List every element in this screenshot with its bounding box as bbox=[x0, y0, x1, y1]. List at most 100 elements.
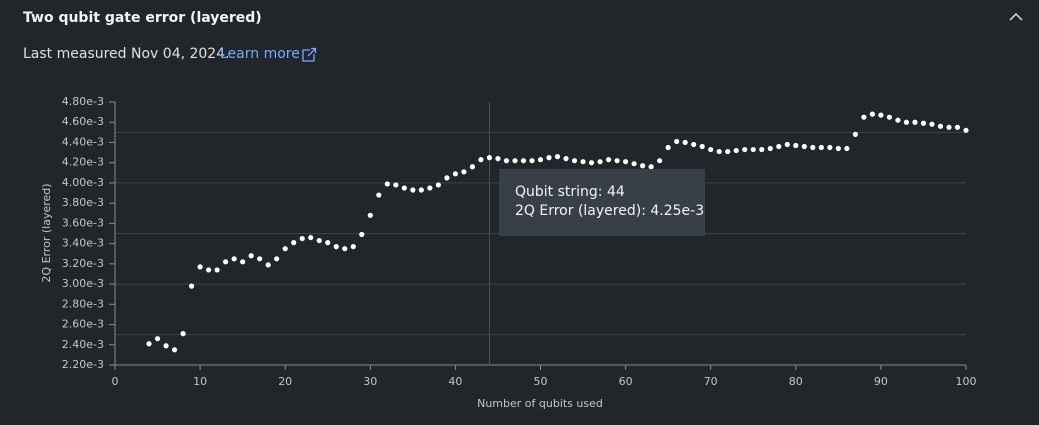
y-tick-label: 4.40e-3 bbox=[62, 135, 104, 148]
data-point bbox=[588, 160, 595, 166]
y-tick-label: 3.20e-3 bbox=[62, 257, 104, 270]
tooltip-line: 2Q Error (layered): 4.25e-3 bbox=[515, 203, 704, 219]
data-point bbox=[708, 146, 714, 153]
data-point bbox=[308, 234, 314, 241]
tooltip-line: Qubit string: 44 bbox=[515, 184, 625, 200]
y-tick-label: 3.80e-3 bbox=[62, 196, 104, 209]
data-point bbox=[648, 164, 654, 170]
x-tick-label: 0 bbox=[112, 375, 119, 388]
data-point bbox=[699, 143, 705, 150]
data-point bbox=[691, 141, 697, 148]
data-point bbox=[257, 256, 263, 262]
data-point bbox=[350, 244, 356, 250]
data-point bbox=[878, 112, 884, 118]
data-point bbox=[325, 240, 331, 246]
data-point bbox=[478, 157, 484, 163]
data-point bbox=[206, 267, 212, 273]
x-tick-label: 20 bbox=[278, 375, 292, 388]
data-point bbox=[546, 155, 552, 161]
data-point bbox=[682, 139, 688, 146]
data-point bbox=[963, 127, 969, 133]
data-point bbox=[342, 246, 348, 252]
tooltip bbox=[499, 169, 705, 236]
data-point bbox=[852, 131, 858, 137]
data-point bbox=[801, 143, 807, 150]
data-point bbox=[384, 181, 390, 187]
y-axis-title: 2Q Error (layered) bbox=[40, 183, 53, 282]
data-point bbox=[614, 158, 620, 164]
data-point bbox=[554, 154, 561, 160]
data-point bbox=[274, 256, 280, 262]
data-point bbox=[657, 158, 663, 164]
y-tick-label: 2.20e-3 bbox=[62, 358, 104, 371]
data-point bbox=[869, 111, 875, 117]
data-point bbox=[359, 231, 365, 238]
data-point bbox=[631, 161, 637, 167]
y-tick-label: 3.40e-3 bbox=[62, 237, 104, 250]
learn-more-link[interactable]: Learn more bbox=[220, 46, 300, 62]
x-tick-label: 70 bbox=[704, 375, 718, 388]
x-tick-label: 30 bbox=[363, 375, 377, 388]
data-point bbox=[605, 157, 612, 163]
x-tick-label: 90 bbox=[874, 375, 888, 388]
y-tick-label: 4.80e-3 bbox=[62, 95, 104, 108]
data-point bbox=[282, 246, 288, 252]
data-point bbox=[444, 175, 450, 181]
data-point bbox=[571, 158, 578, 164]
x-tick-label: 80 bbox=[789, 375, 803, 388]
data-point bbox=[920, 120, 927, 126]
data-point bbox=[469, 164, 476, 170]
data-point bbox=[784, 141, 790, 148]
y-tick-label: 2.80e-3 bbox=[62, 297, 104, 310]
data-point bbox=[503, 158, 510, 164]
data-point bbox=[733, 147, 739, 154]
data-point bbox=[486, 155, 493, 161]
data-point bbox=[725, 148, 731, 155]
y-tick-label: 2.60e-3 bbox=[62, 318, 104, 331]
data-point bbox=[886, 114, 893, 120]
data-point bbox=[674, 138, 680, 145]
y-tick-label: 3.60e-3 bbox=[62, 216, 104, 229]
x-tick-label: 60 bbox=[619, 375, 633, 388]
data-point bbox=[180, 331, 186, 337]
data-point bbox=[265, 262, 271, 268]
data-point bbox=[512, 158, 518, 164]
data-point bbox=[810, 144, 816, 151]
data-point bbox=[767, 145, 773, 152]
x-tick-label: 40 bbox=[448, 375, 462, 388]
data-point bbox=[333, 244, 339, 250]
data-point bbox=[597, 159, 603, 165]
panel-title: Two qubit gate error (layered) bbox=[23, 10, 262, 26]
data-point bbox=[231, 256, 237, 262]
data-point bbox=[912, 119, 918, 125]
data-point bbox=[299, 235, 305, 242]
data-point bbox=[818, 144, 824, 151]
data-point bbox=[410, 187, 416, 193]
data-point bbox=[214, 267, 220, 273]
data-point bbox=[742, 146, 748, 153]
data-point bbox=[393, 182, 399, 188]
data-point bbox=[223, 259, 229, 265]
y-tick-label: 4.60e-3 bbox=[62, 115, 104, 128]
data-point bbox=[844, 145, 850, 152]
data-point bbox=[529, 158, 535, 164]
data-point bbox=[750, 146, 756, 153]
data-point bbox=[759, 146, 765, 153]
data-point bbox=[367, 212, 373, 218]
data-point bbox=[197, 264, 203, 270]
external-link-icon[interactable] bbox=[302, 47, 317, 62]
collapse-button[interactable] bbox=[1009, 12, 1023, 21]
data-point bbox=[427, 185, 433, 191]
data-point bbox=[435, 182, 441, 188]
data-point bbox=[903, 119, 910, 125]
data-point bbox=[937, 123, 944, 129]
data-point bbox=[946, 124, 952, 130]
data-point bbox=[537, 157, 544, 163]
data-point bbox=[793, 142, 799, 149]
y-tick-label: 2.40e-3 bbox=[62, 338, 104, 351]
data-point bbox=[171, 347, 178, 353]
data-point bbox=[240, 259, 246, 265]
data-point bbox=[827, 144, 833, 151]
x-tick-label: 10 bbox=[193, 375, 207, 388]
